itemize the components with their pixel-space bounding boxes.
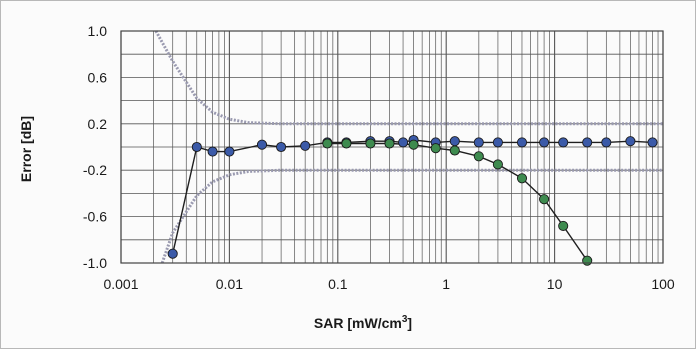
x-axis-label-text: SAR [mW/cm [314,315,402,331]
axes: -1.0 -0.6 -0.2 0.2 0.6 1.0 0.001 0.01 0.1 1 10 100 [83,23,675,292]
series-1-point [449,136,460,147]
series-2-point [492,159,503,170]
series-1-point [256,139,268,150]
uncertainty-limit-lower [160,168,663,264]
series-2-point [449,145,460,156]
series-1-point [492,137,503,148]
y-tick-label: 0.6 [88,69,108,85]
series-2-point [341,138,352,149]
series-1-point [625,136,636,147]
series-1-point [516,137,528,148]
series-2-point [582,255,593,266]
series-1-point [539,137,550,148]
series-2-point [473,151,484,162]
y-tick-label: -0.2 [83,162,107,178]
uncertainty-band [154,30,663,264]
x-tick-label: 0.01 [216,276,243,292]
series-1-point [647,137,658,148]
series-2-point [322,138,333,149]
series-1-point [473,137,484,148]
series-2-point [365,138,376,149]
y-axis-label: Error [dB] [18,116,34,182]
x-tick-label: 0.001 [103,276,138,292]
series-1-line [172,139,653,254]
series-1-point [558,137,569,148]
series-2-point [516,173,528,184]
x-axis-label: SAR [mW/cm3] [314,314,412,331]
series-1-point [582,137,593,148]
uncertainty-limit-upper [154,30,663,126]
series-1-point [601,137,612,148]
x-tick-label: 0.1 [328,276,348,292]
x-tick-label: 100 [651,276,675,292]
series-2-point [539,194,550,205]
series-1-point [224,146,235,157]
series-1-point [167,248,178,259]
y-tick-label: 0.2 [88,116,108,132]
series-2-point [384,138,395,149]
x-axis-label-suffix: ] [407,315,412,331]
y-tick-label: -1.0 [83,255,107,271]
x-tick-label: 1 [442,276,450,292]
series-1-point [398,137,409,148]
series-2-point [408,139,419,150]
series-2-point [558,220,569,231]
series-1-point [300,140,311,151]
series-1-point [207,146,218,157]
series-2-point [430,143,441,154]
series-1-point [191,141,202,153]
plot-area-border [120,30,664,264]
y-tick-label: -0.6 [83,209,107,225]
x-axis-label-sup: 3 [402,314,408,325]
series-1-point [276,141,287,153]
y-tick-label: 1.0 [88,23,108,39]
data-series [167,134,658,266]
x-tick-label: 10 [547,276,563,292]
